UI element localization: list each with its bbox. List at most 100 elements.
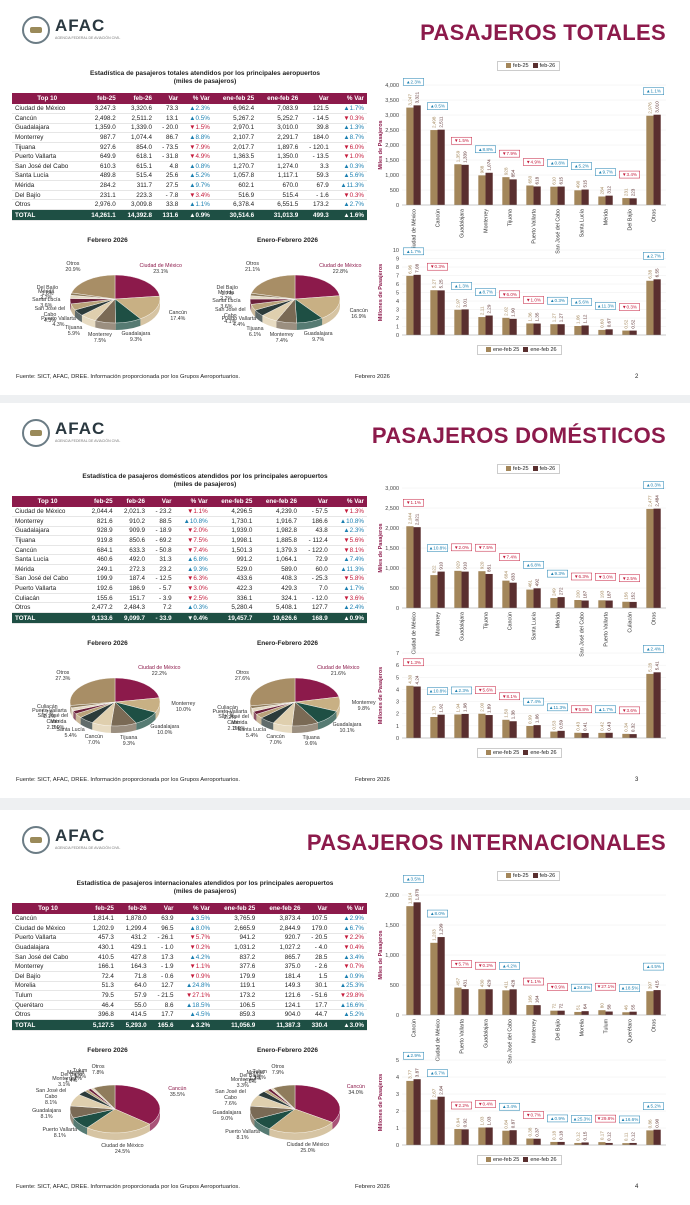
page-title: PASAJEROS TOTALES [420, 20, 666, 46]
slice-pct: 20.9% [51, 267, 95, 273]
total-cell: 14,392.8 [119, 210, 155, 221]
table-cell: ▼1.1% [177, 962, 214, 972]
bar [558, 1011, 565, 1015]
bar-value-label: 2.84 [439, 1085, 444, 1094]
bar-value-label: 0.43 [575, 721, 580, 730]
bar-value-label: 415 [655, 980, 660, 988]
table-cell: 2,291.7 [257, 133, 301, 143]
bar-value-label: 0.38 [527, 1127, 532, 1136]
table-cell: 151.7 [116, 593, 148, 603]
x-category-label: Otros [652, 1019, 658, 1032]
bar [598, 1142, 605, 1145]
bar [622, 331, 629, 335]
y-tick-label: 1,500 [385, 158, 399, 164]
table-cell: ▲11.3% [332, 181, 367, 191]
table-cell: 909.9 [116, 526, 148, 536]
y-tick-label: 0 [396, 736, 399, 742]
table-cell: ▼0.7% [330, 962, 367, 972]
x-category-label: Del Bajío [556, 1019, 562, 1041]
bar-value-label: 164 [535, 995, 540, 1003]
pct-change-label: ▲7.4% [526, 699, 541, 704]
table-cell: ▼1.5% [181, 123, 213, 133]
column-header: % Var [181, 93, 213, 104]
table-cell: 39.8 [301, 123, 331, 133]
pct-change-label: ▲25.3% [573, 1116, 591, 1121]
table-cell: 429.1 [117, 943, 150, 953]
table-cell: 5,280.4 [211, 603, 256, 613]
table-cell: - 0.6 [150, 972, 177, 982]
table-cell: ▼2.2% [330, 933, 367, 943]
table-cell: 854.0 [119, 142, 155, 152]
legend-label: feb-25 [513, 873, 529, 879]
pct-change-label: ▲0.8% [550, 161, 565, 166]
slice-pct: 2.1% [212, 726, 256, 732]
table-cell: 192.6 [83, 584, 115, 594]
x-category-label: Del Bajío [628, 209, 634, 231]
bar-value-label: 650 [527, 175, 532, 183]
bar-value-label: 0.41 [583, 722, 588, 731]
pie-slice [70, 678, 115, 705]
pct-change-label: ▼3.6% [622, 708, 637, 713]
legend-label: ene-feb 26 [530, 750, 556, 756]
table-cell: 414.5 [117, 1010, 150, 1020]
bar [510, 179, 517, 205]
afac-seal-icon [22, 16, 50, 44]
bar-value-label: 633 [511, 573, 516, 581]
table-cell: 73.3 [155, 104, 181, 114]
table-cell: 199.9 [83, 574, 115, 584]
table-cell: ▼2.5% [175, 593, 211, 603]
bar [606, 329, 613, 335]
bar-value-label: 0.12 [631, 1132, 636, 1141]
bar [430, 575, 437, 608]
legend-swatch [523, 750, 528, 755]
table-cell: 1.5 [303, 972, 330, 982]
table-cell: 904.0 [258, 1010, 303, 1020]
bar [478, 989, 485, 1015]
table-cell: 1,885.8 [255, 536, 300, 546]
table-cell: 1,363.5 [213, 152, 257, 162]
table-cell: 79.5 [84, 991, 117, 1001]
legend-label: ene-feb 26 [530, 1157, 556, 1163]
bar-value-label: 72 [559, 1003, 564, 1009]
bar [502, 177, 509, 205]
table-cell: 375.0 [258, 962, 303, 972]
bar-value-label: 910 [463, 561, 468, 569]
table-cell: ▼0.3% [332, 114, 367, 124]
bar-value-label: 0.60 [599, 319, 604, 328]
table-cell: 272.3 [116, 565, 148, 575]
table-cell: - 2.6 [303, 962, 330, 972]
pct-change-label: ▲0.3% [646, 483, 661, 488]
bar [550, 732, 557, 738]
bar-value-label: 1.98 [463, 703, 468, 712]
table-cell: 17.7 [303, 1000, 330, 1010]
pct-change-label: ▼1.1% [406, 500, 421, 505]
table-cell: 850.6 [116, 536, 148, 546]
bar-value-label: 3.77 [407, 1070, 412, 1079]
table-cell: ▲8.0% [177, 924, 214, 934]
slice-name: San José del Cabo [29, 1088, 73, 1100]
bar-value-label: 490 [575, 180, 580, 188]
bar-value-label: 156 [623, 592, 628, 600]
table-cell: Del Bajío [12, 972, 84, 982]
bar-value-label: 2.97 [455, 298, 460, 307]
x-category-label: Cancún [508, 612, 514, 630]
pct-change-label: ▼4.9% [526, 160, 541, 165]
table-cell: ▲1.7% [331, 584, 367, 594]
table-cell: 63.9 [150, 914, 177, 924]
table-cell: 6,962.4 [213, 104, 257, 114]
bar [430, 290, 437, 335]
bar [430, 717, 437, 738]
table-cell: ▲5.2% [181, 171, 213, 181]
table-cell: 1,117.1 [257, 171, 301, 181]
table-cell: Del Bajío [12, 190, 82, 200]
